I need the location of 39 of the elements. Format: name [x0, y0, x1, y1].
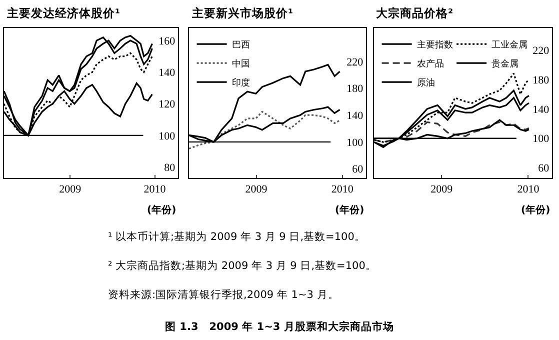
- y-tick-label: 100: [346, 136, 364, 149]
- y-tick-label: 120: [158, 98, 176, 111]
- y-tick-label: 160: [158, 35, 176, 48]
- x-axis-title: (年份): [521, 204, 550, 216]
- legend-label: 巴西: [232, 40, 250, 51]
- y-tick-label: 140: [346, 110, 364, 122]
- x-tick-label: 2009: [430, 183, 454, 196]
- x-tick-label: 2009: [59, 183, 82, 196]
- chart-title: 大宗商品价格²: [376, 6, 454, 20]
- legend-label: 主要指数: [416, 40, 453, 51]
- x-axis-title: (年份): [335, 204, 364, 216]
- y-tick-label: 100: [532, 133, 550, 146]
- x-tick-label: 2010: [517, 183, 540, 196]
- text: 资料来源:国际清算银行季报,2009 年 1~3 月。: [108, 288, 339, 301]
- y-tick-label: 140: [158, 67, 176, 80]
- x-tick-label: 2010: [331, 183, 354, 196]
- y-tick-label: 180: [532, 74, 550, 86]
- x-tick-label: 2009: [245, 183, 268, 196]
- chart-title: 主要发达经济体股价¹: [6, 6, 120, 20]
- y-tick-label: 60: [352, 164, 364, 176]
- legend-label: 印度: [232, 78, 250, 89]
- legend-label: 贵金属: [492, 58, 519, 70]
- y-tick-label: 180: [346, 83, 364, 96]
- y-tick-label: 220: [346, 56, 364, 68]
- text: ¹ 以本币计算;基期为 2009 年 3 月 9 日,基数=100。: [108, 230, 366, 243]
- legend-label: 原油: [416, 78, 435, 89]
- y-tick-label: 220: [532, 44, 550, 57]
- y-tick-label: 80: [164, 162, 176, 174]
- caption: 图 1.3 2009 年 1~3 月股票和大宗商品市场: [165, 320, 394, 333]
- x-tick-label: 2010: [144, 183, 166, 196]
- x-axis-title: (年份): [147, 204, 176, 216]
- chart-title: 主要新兴市场股价¹: [191, 6, 294, 20]
- y-tick-label: 100: [158, 130, 176, 142]
- y-tick-label: 60: [538, 162, 550, 175]
- y-tick-label: 140: [532, 104, 550, 116]
- legend-label: 中国: [232, 58, 250, 70]
- legend-label: 工业金属: [492, 40, 528, 51]
- text: ² 大宗商品指数;基期为 2009 年 3 月 9 日,基数=100。: [108, 259, 376, 272]
- legend-label: 农产品: [416, 58, 444, 70]
